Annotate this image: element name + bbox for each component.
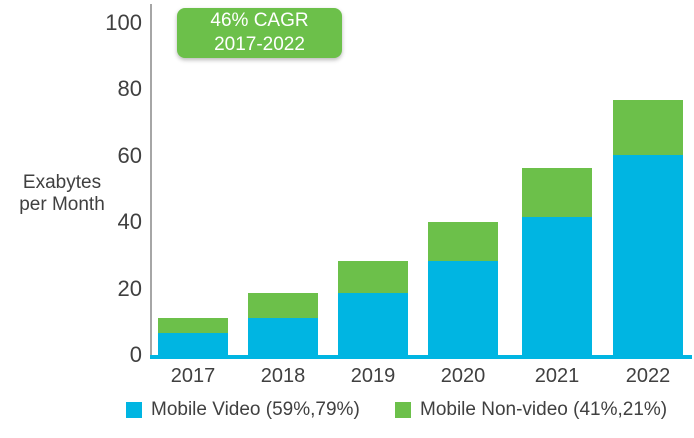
legend-item-mobile-video: Mobile Video (59%,79%): [126, 398, 360, 422]
x-label-2021: 2021: [534, 365, 580, 387]
bar-2022-video: [613, 155, 683, 356]
legend-item-mobile-nonvideo: Mobile Non-video (41%,21%): [395, 398, 667, 422]
y-axis-line: [150, 4, 152, 357]
bar-2017-video: [158, 333, 228, 356]
bar-2018-nonvideo: [248, 292, 318, 318]
bar-2020-video: [428, 261, 498, 356]
y-axis-title-line1: Exabytes: [22, 172, 102, 193]
y-tick-20: 20: [117, 275, 142, 301]
bar-2021-video: [522, 216, 592, 356]
y-axis-title: Exabytes per Month: [12, 172, 112, 216]
x-label-2020: 2020: [440, 365, 486, 387]
bar-2022-nonvideo: [613, 100, 683, 156]
y-tick-60: 60: [117, 142, 142, 168]
bar-2021-nonvideo: [522, 168, 592, 217]
mobile-nonvideo-swatch-icon: [395, 402, 411, 418]
legend-label-mobile-nonvideo: Mobile Non-video (41%,21%): [420, 399, 668, 420]
x-label-2019: 2019: [350, 365, 396, 387]
bar-2018-video: [248, 317, 318, 356]
bar-2019-video: [338, 292, 408, 356]
mobile-video-swatch-icon: [126, 402, 142, 418]
bar-2019-nonvideo: [338, 261, 408, 293]
x-label-2017: 2017: [170, 365, 216, 387]
x-label-2018: 2018: [260, 365, 306, 387]
y-tick-40: 40: [117, 209, 142, 235]
bar-2017-nonvideo: [158, 317, 228, 334]
bar-2020-nonvideo: [428, 221, 498, 262]
y-tick-80: 80: [117, 76, 142, 102]
legend-label-mobile-video: Mobile Video (59%,79%): [151, 399, 360, 420]
cagr-badge-line1: 46% CAGR: [210, 10, 309, 31]
cagr-badge: 46% CAGR 2017-2022: [177, 8, 342, 58]
y-tick-100: 100: [105, 10, 142, 35]
cagr-badge-line2: 2017-2022: [214, 34, 305, 55]
x-label-2022: 2022: [625, 365, 671, 387]
x-axis-line: [150, 355, 692, 359]
y-tick-0: 0: [129, 342, 142, 367]
y-axis-title-line2: per Month: [19, 194, 105, 215]
